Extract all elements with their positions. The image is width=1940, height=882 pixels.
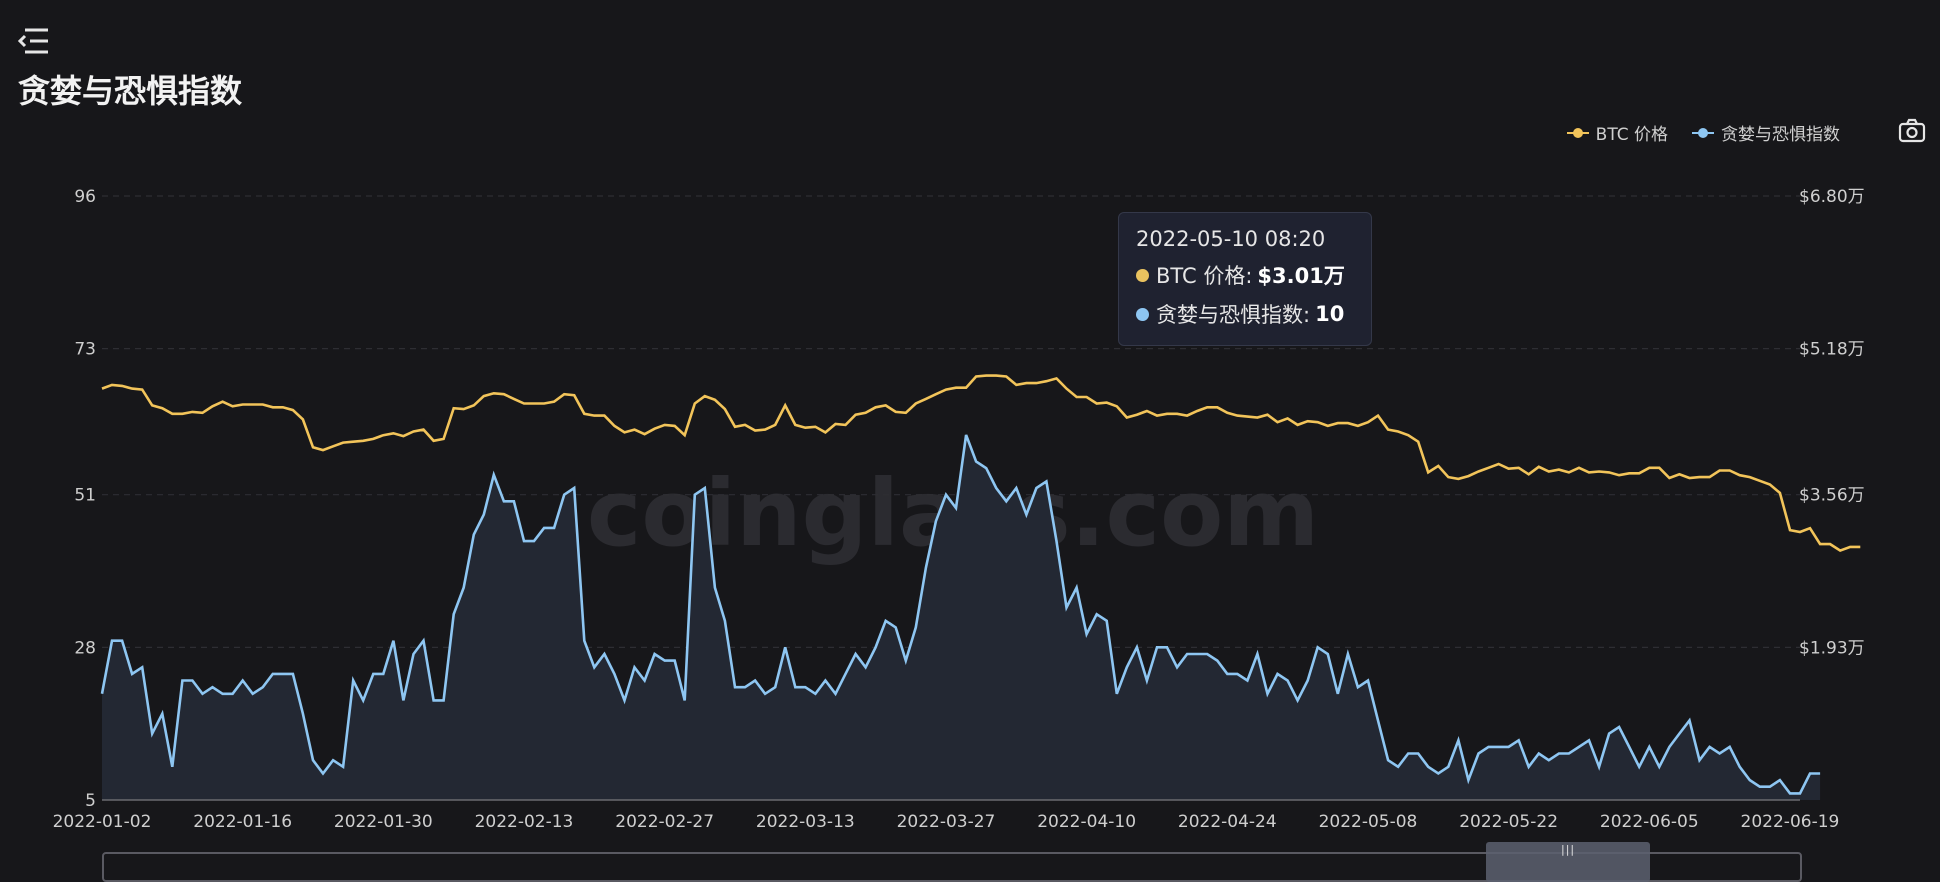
- tooltip-label-fear-greed: 贪婪与恐惧指数:: [1156, 303, 1311, 327]
- y-right-tick-label: $1.93万: [1799, 638, 1865, 658]
- legend-item-btc-price[interactable]: BTC 价格: [1566, 120, 1668, 145]
- tooltip-row-btc: BTC 价格: $3.01万: [1136, 260, 1354, 290]
- x-tick-label: 2022-02-27: [615, 812, 714, 832]
- tooltip-row-fear-greed: 贪婪与恐惧指数: 10: [1136, 299, 1354, 329]
- fear-greed-line: [100, 434, 1821, 795]
- legend-item-fear-greed[interactable]: 贪婪与恐惧指数: [1692, 120, 1840, 145]
- x-tick-label: 2022-03-27: [897, 812, 996, 832]
- camera-icon[interactable]: [1898, 118, 1926, 144]
- page-title: 贪婪与恐惧指数: [18, 72, 243, 110]
- tooltip-dot-btc: [1136, 268, 1149, 282]
- tooltip-label-btc: BTC 价格:: [1156, 264, 1253, 288]
- y-left-tick-label: 73: [74, 340, 96, 360]
- x-tick-label: 2022-06-19: [1741, 812, 1840, 832]
- x-tick-label: 2022-06-05: [1600, 812, 1699, 832]
- y-right-tick-label: $6.80万: [1799, 187, 1865, 207]
- x-tick-label: 2022-05-22: [1459, 812, 1558, 832]
- x-tick-label: 2022-05-08: [1319, 812, 1418, 832]
- legend-marker-btc: [1566, 127, 1589, 138]
- legend-marker-fear-greed: [1692, 127, 1714, 138]
- x-tick-label: 2022-04-10: [1037, 812, 1136, 832]
- y-left-tick-label: 96: [74, 187, 96, 207]
- x-tick-label: 2022-04-24: [1178, 812, 1277, 832]
- x-tick-label: 2022-03-13: [756, 812, 855, 832]
- y-right-tick-label: $5.18万: [1799, 340, 1865, 360]
- x-tick-label: 2022-01-16: [193, 812, 292, 832]
- btc-price-line: [101, 374, 1861, 553]
- tooltip-value-fear-greed: 10: [1315, 302, 1345, 326]
- y-right-tick-label: $3.56万: [1799, 486, 1865, 506]
- tooltip-datetime: 2022-05-10 08:20: [1136, 227, 1326, 251]
- y-left-tick-label: 51: [74, 486, 96, 506]
- chart-legend: BTC 价格 贪婪与恐惧指数: [1566, 120, 1840, 145]
- legend-label-btc: BTC 价格: [1595, 125, 1668, 145]
- x-tick-label: 2022-02-13: [475, 812, 574, 832]
- tooltip-dot-fear-greed: [1136, 307, 1149, 321]
- y-left-tick-label: 28: [74, 638, 96, 658]
- datazoom-grip-icon[interactable]: |||: [1561, 843, 1576, 856]
- chart-tooltip: 2022-05-10 08:20 BTC 价格: $3.01万 贪婪与恐惧指数:…: [1118, 212, 1372, 346]
- tooltip-value-btc: $3.01万: [1257, 264, 1345, 288]
- fear-greed-area: [102, 434, 1821, 800]
- legend-label-fear-greed: 贪婪与恐惧指数: [1721, 125, 1840, 145]
- y-left-tick-label: 5: [85, 791, 96, 811]
- menu-collapse-icon[interactable]: [16, 26, 50, 56]
- x-tick-label: 2022-01-30: [334, 812, 433, 832]
- x-tick-label: 2022-01-02: [53, 812, 152, 832]
